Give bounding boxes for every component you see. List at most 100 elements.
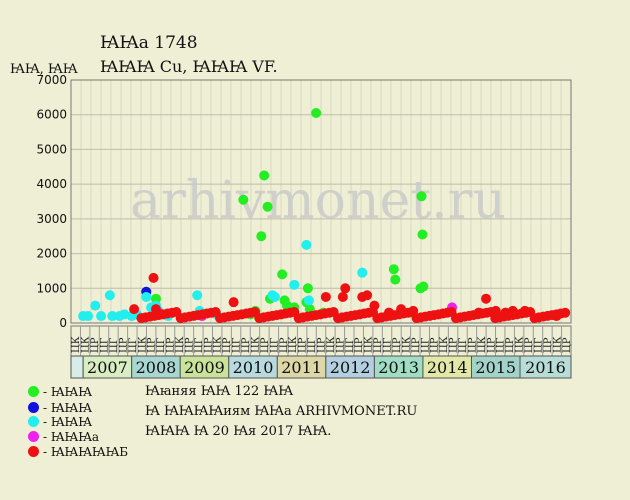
data-point	[259, 170, 270, 181]
quarter-label: ЦК	[213, 336, 224, 353]
quarter-label: ЦК	[326, 336, 337, 353]
y-axis-unit-label: ꙖꙖ, ꙖꙖ	[10, 62, 78, 77]
quarter-label: ЦР	[430, 337, 441, 353]
data-point	[96, 311, 107, 322]
info-source: Ꙗ ꙖꙖꙖꙖиям ꙖꙖа ARHIVMONET.RU	[145, 404, 418, 419]
quarter-label: ЦР	[449, 337, 460, 353]
quarter-label: ЦК	[175, 336, 186, 353]
year-label: 2013	[378, 358, 419, 377]
data-point	[357, 267, 368, 278]
quarter-label: ЦК	[288, 336, 299, 353]
quarter-label: ЦК	[477, 336, 488, 353]
year-band-lead	[70, 355, 84, 379]
legend-item-magenta: - ꙖꙖꙖа	[28, 430, 99, 444]
quarter-label: ЦР	[166, 337, 177, 353]
legend-label: - ꙖꙖꙖ	[43, 415, 92, 429]
data-point	[150, 293, 161, 304]
y-tick-label: 4000	[36, 177, 67, 191]
quarter-label: ЦР	[562, 337, 573, 353]
quarter-label: ЦГ	[156, 337, 167, 353]
data-point	[148, 272, 159, 283]
data-point	[416, 191, 427, 202]
quarter-label: ЦГ	[128, 337, 139, 353]
y-tick-label: 6000	[36, 108, 67, 122]
data-point	[311, 107, 322, 118]
quarter-label: ЦР	[505, 337, 516, 353]
quarter-label: ЦК	[552, 336, 563, 353]
legend-dot	[28, 416, 39, 427]
y-tick-label: 0	[59, 316, 67, 330]
plot-border	[70, 79, 572, 324]
year-label: 2014	[427, 358, 468, 377]
data-point	[388, 264, 399, 275]
quarter-label: ЦР	[203, 337, 214, 353]
legend-label: - ꙖꙖꙖ	[43, 385, 92, 399]
data-point	[337, 291, 348, 302]
quarter-label: ЦК	[401, 336, 412, 353]
legend-label: - ꙖꙖꙖа	[43, 430, 100, 444]
data-point	[269, 291, 280, 302]
legend-dot	[28, 386, 39, 397]
legend-label: - ꙖꙖꙖꙖꙖБ	[43, 445, 129, 459]
year-label: 2011	[281, 358, 322, 377]
quarter-label: ЦР	[354, 337, 365, 353]
quarter-label: ЦГ	[194, 337, 205, 353]
quarter-label: ЦК	[137, 336, 148, 353]
quarter-label: ЦГ	[458, 337, 469, 353]
watermark-text: arhivmonet.ru	[130, 171, 506, 231]
chart-subtitle: ꙖꙖꙖ Cu, ꙖꙖꙖ VF.	[100, 57, 278, 76]
y-tick-label: 1000	[36, 281, 67, 295]
legend-label: - ꙖꙖꙖ	[43, 401, 92, 415]
quarter-label: ЦР	[543, 337, 554, 353]
data-point	[302, 283, 313, 294]
quarter-label: ЦК	[71, 336, 82, 353]
quarter-label: ЦР	[298, 337, 309, 353]
quarter-label: ЦР	[90, 337, 101, 353]
legend-item-green: - ꙖꙖꙖ	[28, 385, 92, 399]
data-point	[418, 281, 429, 292]
quarter-label: ЦГ	[533, 337, 544, 353]
chart-title: ꙖꙖа 1748	[100, 33, 198, 53]
quarter-label: ЦР	[467, 337, 478, 353]
data-point	[262, 201, 273, 212]
y-tick-label: 7000	[36, 73, 67, 87]
legend-item-red: - ꙖꙖꙖꙖꙖБ	[28, 445, 128, 459]
quarter-label: ЦР	[486, 337, 497, 353]
data-point	[90, 300, 101, 311]
quarter-label: ЦР	[241, 337, 252, 353]
quarter-label: ЦР	[335, 337, 346, 353]
quarter-label: ЦР	[260, 337, 271, 353]
info-update-date: ꙖꙖꙖ Ꙗ 20 Ꙗя 2017 ꙖꙖ.	[145, 424, 332, 439]
data-point	[340, 283, 351, 294]
quarter-label: ЦР	[411, 337, 422, 353]
data-point	[277, 269, 288, 280]
data-point	[228, 297, 239, 308]
quarter-label: ЦР	[524, 337, 535, 353]
quarter-label: ЦР	[184, 337, 195, 353]
data-point	[303, 295, 314, 306]
quarter-label: ЦГ	[109, 337, 120, 353]
data-point	[417, 229, 428, 240]
data-point	[107, 311, 118, 322]
quarter-label: ЦР	[222, 337, 233, 353]
quarter-label: ЦР	[317, 337, 328, 353]
quarter-label: ЦР	[147, 337, 158, 353]
info-average-price: Ꙗꙗняя ꙖꙖ 122 ꙖꙖ	[145, 384, 294, 399]
data-point	[320, 291, 331, 302]
legend-dot	[28, 446, 39, 457]
year-label: 2007	[87, 358, 128, 377]
legend-dot	[28, 402, 39, 413]
quarter-label: ЦР	[118, 337, 129, 353]
data-point	[141, 291, 152, 302]
quarter-label: ЦР	[392, 337, 403, 353]
year-label: 2015	[475, 358, 516, 377]
data-point	[82, 311, 93, 322]
data-point	[256, 231, 267, 242]
quarter-label: ЦГ	[232, 337, 243, 353]
data-point	[301, 239, 312, 250]
quarter-label: ЦГ	[100, 337, 111, 353]
data-point	[238, 194, 249, 205]
quarter-label: ЦР	[373, 337, 384, 353]
data-point	[481, 293, 492, 304]
